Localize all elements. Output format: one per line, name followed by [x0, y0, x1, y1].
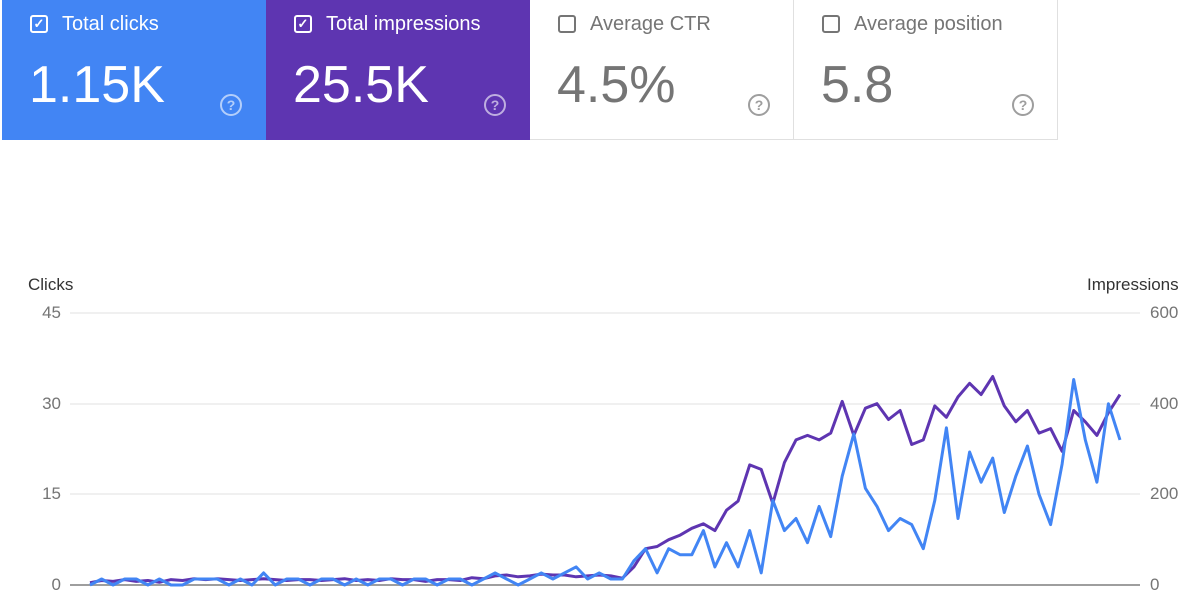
- metric-value: 25.5K: [293, 56, 429, 114]
- right-tick-label: 200: [1150, 484, 1179, 503]
- metric-value: 1.15K: [29, 56, 165, 114]
- left-tick-label: 0: [51, 575, 61, 594]
- help-icon[interactable]: ?: [220, 94, 242, 116]
- right-tick-label: 0: [1150, 575, 1160, 594]
- metric-card-total-impressions[interactable]: ✓ Total impressions 25.5K ?: [266, 0, 530, 140]
- metric-value: 4.5%: [557, 56, 676, 114]
- left-axis-title: Clicks: [28, 275, 74, 294]
- left-tick-label: 15: [42, 484, 61, 503]
- checkbox-checked-icon[interactable]: ✓: [294, 15, 312, 33]
- metric-card-average-ctr[interactable]: Average CTR 4.5% ?: [530, 0, 794, 140]
- help-icon[interactable]: ?: [748, 94, 770, 116]
- left-tick-label: 30: [42, 394, 61, 413]
- metric-card-average-position[interactable]: Average position 5.8 ?: [794, 0, 1058, 140]
- metric-card-total-clicks[interactable]: ✓ Total clicks 1.15K ?: [2, 0, 266, 140]
- help-icon[interactable]: ?: [484, 94, 506, 116]
- metric-label: Average CTR: [590, 13, 711, 35]
- left-tick-label: 45: [42, 303, 61, 322]
- metric-value: 5.8: [821, 56, 894, 114]
- metric-label: Average position: [854, 13, 1003, 35]
- metric-label: Total impressions: [326, 13, 481, 35]
- checkbox-checked-icon[interactable]: ✓: [30, 15, 48, 33]
- right-tick-label: 400: [1150, 394, 1179, 413]
- checkbox-unchecked-icon[interactable]: [558, 15, 576, 33]
- checkbox-unchecked-icon[interactable]: [822, 15, 840, 33]
- metric-label: Total clicks: [62, 13, 159, 35]
- right-tick-label: 600: [1150, 303, 1179, 322]
- series-line-clicks: [89, 378, 1122, 587]
- right-axis-title: Impressions: [1087, 275, 1179, 294]
- help-icon[interactable]: ?: [1012, 94, 1034, 116]
